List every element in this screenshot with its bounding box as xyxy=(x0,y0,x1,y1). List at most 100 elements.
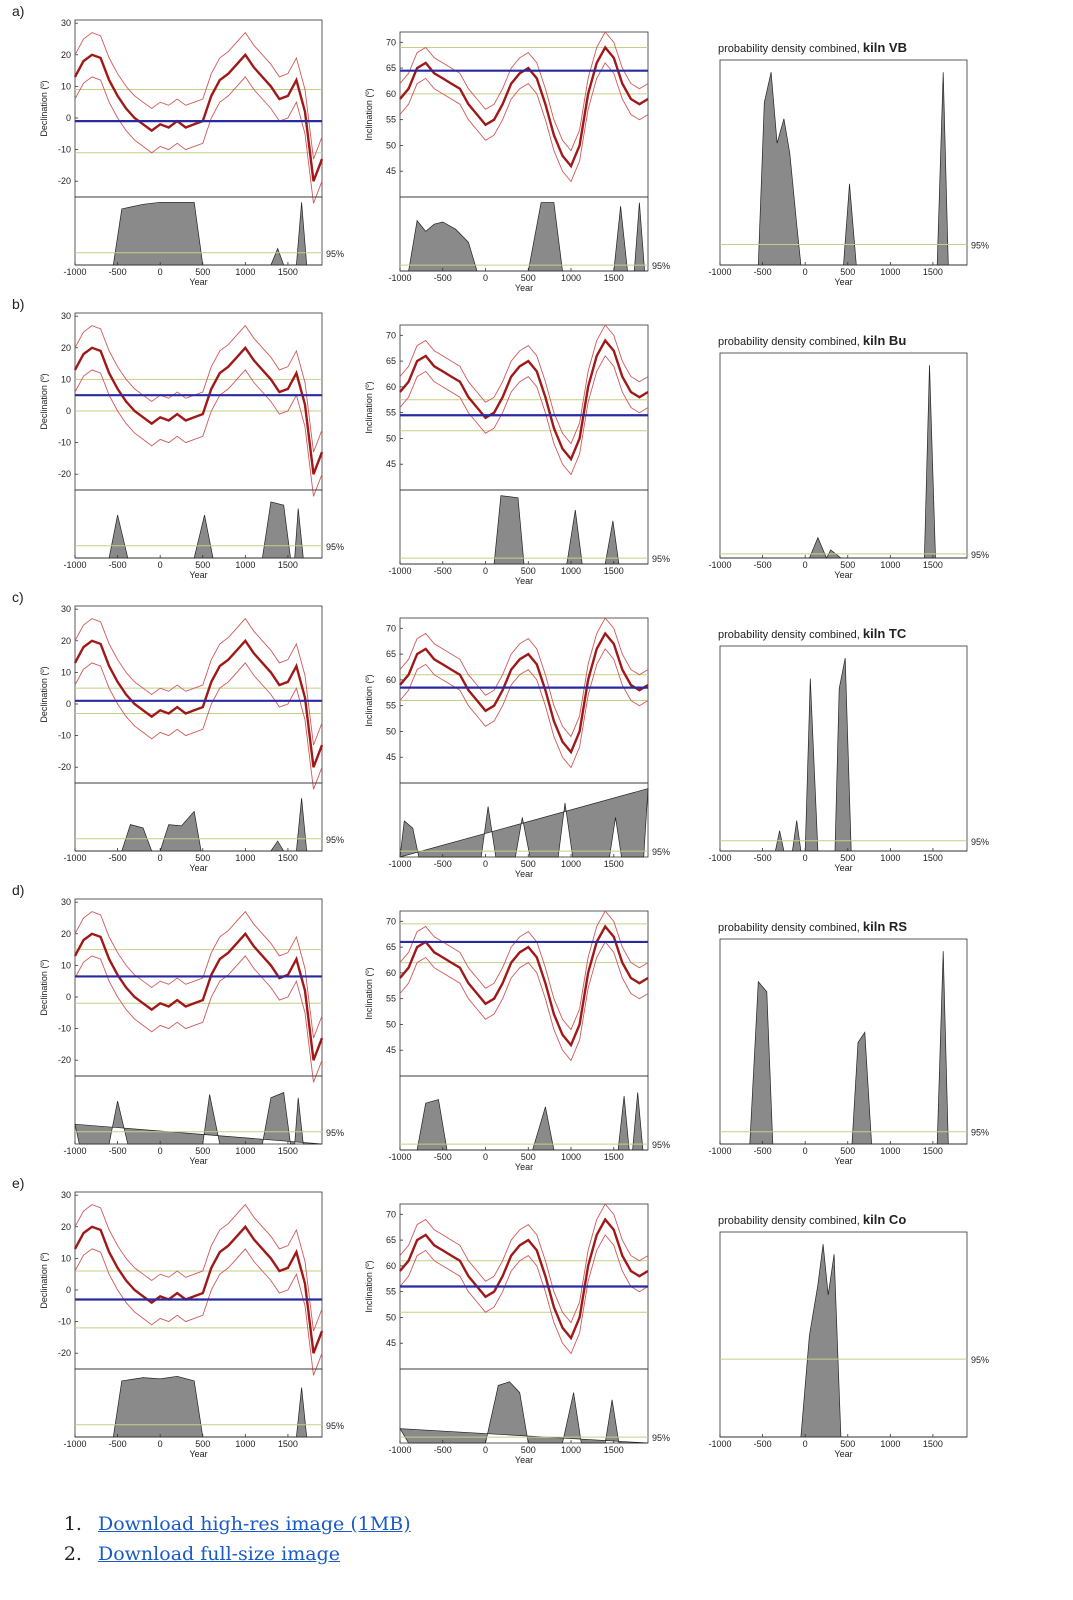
x-tick-label: 500 xyxy=(521,273,536,283)
y-tick-label: -20 xyxy=(58,176,71,186)
inclination-upper-envelope xyxy=(399,1203,649,1324)
x-tick-label: -500 xyxy=(109,1146,127,1156)
y-tick-label: 70 xyxy=(386,916,396,926)
declination-95-label: 95% xyxy=(326,835,344,845)
combined-title: probability density combined, kiln TC xyxy=(718,626,907,641)
y-tick-label: -20 xyxy=(58,1348,71,1358)
inclination-lower-envelope xyxy=(399,941,649,1062)
x-tick-label: 1000 xyxy=(235,853,255,863)
inclination-frame xyxy=(399,910,649,1077)
declination-y-label: Declination (º) xyxy=(39,666,49,722)
y-tick-label: 45 xyxy=(386,459,396,469)
x-tick-label: -1000 xyxy=(708,560,731,570)
combined-95-label: 95% xyxy=(971,241,989,251)
inclination-upper-envelope xyxy=(399,617,649,738)
x-tick-label: 0 xyxy=(158,1146,163,1156)
combined-density xyxy=(720,365,967,559)
combined-title: probability density combined, kiln Co xyxy=(718,1212,906,1227)
y-tick-label: 50 xyxy=(386,1019,396,1029)
x-tick-label: -500 xyxy=(109,1439,127,1449)
combined-title-prefix: probability density combined, xyxy=(718,922,863,934)
y-tick-label: 55 xyxy=(386,115,396,125)
inclination-upper-envelope xyxy=(399,910,649,1031)
inclination-density xyxy=(399,1381,649,1444)
kiln-name: kiln Bu xyxy=(863,333,906,348)
declination-curve xyxy=(73,638,324,768)
panel-letter: a) xyxy=(12,3,24,19)
y-tick-label: 20 xyxy=(61,929,71,939)
x-tick-label: 500 xyxy=(521,566,536,576)
x-axis-label: Year xyxy=(834,863,852,873)
y-tick-label: -20 xyxy=(58,762,71,772)
x-tick-label: -1000 xyxy=(708,1146,731,1156)
inclination-upper-envelope xyxy=(399,31,649,152)
x-tick-label: -1000 xyxy=(63,1439,86,1449)
inclination-95-label: 95% xyxy=(652,1433,670,1443)
declination-lower-envelope xyxy=(74,955,323,1083)
x-tick-label: -1000 xyxy=(708,853,731,863)
declination-y-label: Declination (º) xyxy=(39,1252,49,1308)
x-tick-label: 500 xyxy=(840,560,855,570)
combined-title-prefix: probability density combined, xyxy=(718,43,863,55)
declination-y-label: Declination (º) xyxy=(39,959,49,1015)
y-tick-label: 10 xyxy=(61,1253,71,1263)
x-tick-label: 0 xyxy=(803,853,808,863)
y-tick-label: 60 xyxy=(386,675,396,685)
x-tick-label: 0 xyxy=(158,267,163,277)
y-tick-label: 50 xyxy=(386,726,396,736)
kiln-name: kiln VB xyxy=(863,40,907,55)
declination-95-label: 95% xyxy=(326,1421,344,1431)
x-tick-label: 1500 xyxy=(278,1146,298,1156)
inclination-95-label: 95% xyxy=(652,1140,670,1150)
list-item: Download full-size image xyxy=(88,1539,411,1569)
kiln-name: kiln Co xyxy=(863,1212,906,1227)
x-tick-label: 500 xyxy=(521,1152,536,1162)
x-tick-label: 1500 xyxy=(923,1146,943,1156)
kiln-name: kiln RS xyxy=(863,919,907,934)
inclination-density xyxy=(400,202,648,272)
x-tick-label: -500 xyxy=(434,859,452,869)
combined-title-prefix: probability density combined, xyxy=(718,629,863,641)
x-tick-label: -1000 xyxy=(388,859,411,869)
x-tick-label: -500 xyxy=(109,853,127,863)
declination-upper-envelope xyxy=(74,31,323,160)
combined-95-label: 95% xyxy=(971,550,989,560)
combined-title-prefix: probability density combined, xyxy=(718,336,863,348)
inclination-frame xyxy=(399,31,649,198)
y-tick-label: 50 xyxy=(386,433,396,443)
x-axis-label: Year xyxy=(189,863,207,873)
y-tick-label: 60 xyxy=(386,968,396,978)
x-axis-label: Year xyxy=(515,869,533,879)
declination-curve xyxy=(73,52,324,182)
x-tick-label: 500 xyxy=(195,560,210,570)
y-tick-label: 65 xyxy=(386,1235,396,1245)
y-tick-label: 0 xyxy=(66,113,71,123)
x-axis-label: Year xyxy=(189,1449,207,1459)
x-tick-label: 0 xyxy=(158,1439,163,1449)
x-tick-label: 1000 xyxy=(561,859,581,869)
download-highres-link[interactable]: Download high-res image (1MB) xyxy=(98,1513,411,1535)
x-tick-label: 1000 xyxy=(561,1152,581,1162)
panel-letter: c) xyxy=(12,589,24,605)
y-tick-label: 10 xyxy=(61,667,71,677)
x-tick-label: 1000 xyxy=(561,273,581,283)
y-tick-label: 0 xyxy=(66,1285,71,1295)
y-tick-label: -10 xyxy=(58,145,71,155)
inclination-95-label: 95% xyxy=(652,847,670,857)
x-tick-label: -500 xyxy=(434,273,452,283)
y-tick-label: 45 xyxy=(386,752,396,762)
x-tick-label: 1500 xyxy=(278,1439,298,1449)
combined-95-label: 95% xyxy=(971,1355,989,1365)
download-fullsize-link[interactable]: Download full-size image xyxy=(98,1543,341,1565)
y-tick-label: 70 xyxy=(386,623,396,633)
y-tick-label: 30 xyxy=(61,18,71,28)
x-tick-label: -1000 xyxy=(63,560,86,570)
y-tick-label: 55 xyxy=(386,408,396,418)
y-tick-label: 20 xyxy=(61,50,71,60)
x-axis-label: Year xyxy=(834,1156,852,1166)
y-tick-label: 0 xyxy=(66,699,71,709)
x-tick-label: 1000 xyxy=(235,267,255,277)
y-tick-label: 65 xyxy=(386,649,396,659)
declination-upper-envelope xyxy=(74,324,323,453)
inclination-curve xyxy=(399,631,649,755)
